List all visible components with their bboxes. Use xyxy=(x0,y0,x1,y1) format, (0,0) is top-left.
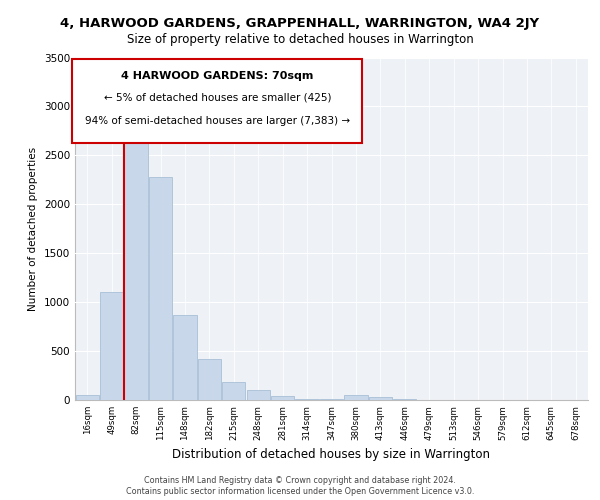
Bar xyxy=(149,177,172,400)
Bar xyxy=(247,390,270,400)
Text: 4, HARWOOD GARDENS, GRAPPENHALL, WARRINGTON, WA4 2JY: 4, HARWOOD GARDENS, GRAPPENHALL, WARRING… xyxy=(61,18,539,30)
Text: Size of property relative to detached houses in Warrington: Size of property relative to detached ho… xyxy=(127,32,473,46)
Text: ← 5% of detached houses are smaller (425): ← 5% of detached houses are smaller (425… xyxy=(104,93,331,103)
Y-axis label: Number of detached properties: Number of detached properties xyxy=(28,146,38,311)
Bar xyxy=(198,359,221,400)
Bar xyxy=(222,382,245,400)
Bar xyxy=(295,399,319,400)
FancyBboxPatch shape xyxy=(73,59,362,143)
Bar xyxy=(271,396,294,400)
Bar xyxy=(344,396,368,400)
Text: Contains HM Land Registry data © Crown copyright and database right 2024.: Contains HM Land Registry data © Crown c… xyxy=(144,476,456,485)
Bar xyxy=(393,399,416,400)
Text: Contains public sector information licensed under the Open Government Licence v3: Contains public sector information licen… xyxy=(126,487,474,496)
Bar xyxy=(173,315,197,400)
Text: 4 HARWOOD GARDENS: 70sqm: 4 HARWOOD GARDENS: 70sqm xyxy=(121,71,314,81)
Text: 94% of semi-detached houses are larger (7,383) →: 94% of semi-detached houses are larger (… xyxy=(85,116,350,126)
Bar xyxy=(100,292,123,400)
Bar xyxy=(369,398,392,400)
Bar xyxy=(124,133,148,400)
Bar xyxy=(76,395,99,400)
X-axis label: Distribution of detached houses by size in Warrington: Distribution of detached houses by size … xyxy=(173,448,491,461)
Bar xyxy=(320,399,343,400)
